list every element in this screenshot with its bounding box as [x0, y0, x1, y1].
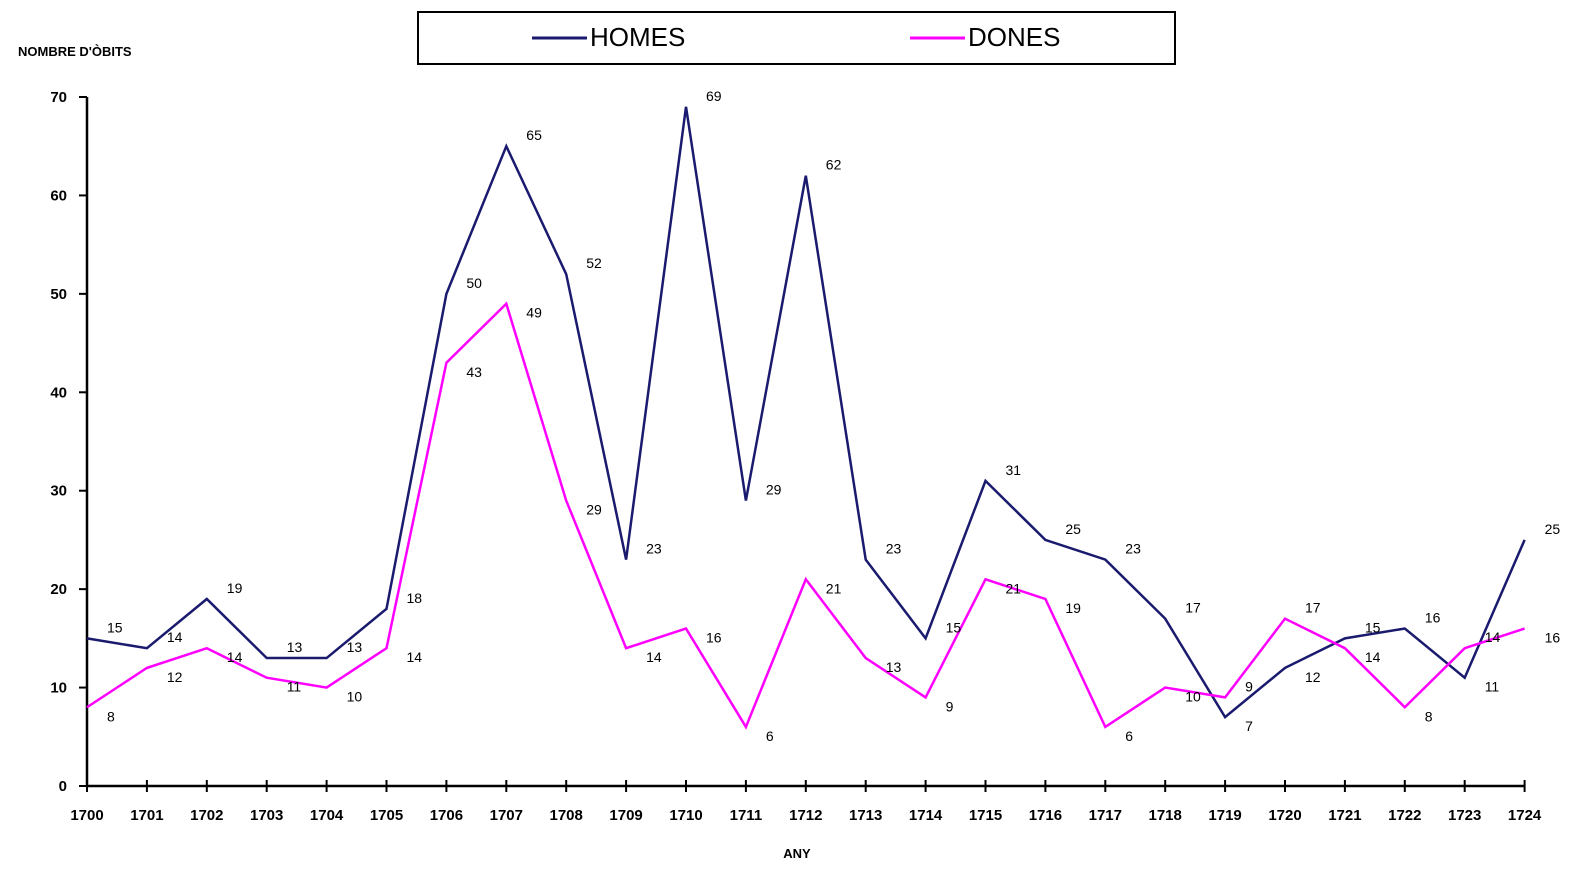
data-label-homes: 25	[1065, 521, 1081, 537]
data-label-dones: 17	[1305, 600, 1321, 616]
x-tick-label: 1716	[1029, 807, 1062, 824]
data-label-homes: 50	[466, 275, 482, 291]
x-tick-label: 1719	[1208, 807, 1241, 824]
x-tick-label: 1724	[1508, 807, 1542, 824]
data-label-dones: 9	[946, 698, 954, 714]
data-label-dones: 21	[826, 580, 842, 596]
legend-label-homes: HOMES	[590, 22, 685, 52]
data-label-dones: 16	[706, 630, 722, 646]
data-label-homes: 23	[1125, 541, 1141, 557]
data-label-dones: 16	[1545, 630, 1561, 646]
x-tick-label: 1702	[190, 807, 223, 824]
x-tick-label: 1705	[370, 807, 403, 824]
data-label-homes: 13	[287, 639, 303, 655]
data-label-homes: 29	[766, 482, 782, 498]
data-label-homes: 69	[706, 88, 722, 104]
y-tick-label: 70	[50, 89, 67, 106]
data-label-homes: 11	[1485, 679, 1500, 695]
data-label-homes: 52	[586, 255, 602, 271]
data-label-dones: 29	[586, 502, 602, 518]
data-label-dones: 6	[1125, 728, 1133, 744]
data-label-dones: 10	[1185, 689, 1201, 705]
data-label-homes: 25	[1545, 521, 1561, 537]
data-label-homes: 15	[1365, 619, 1381, 635]
x-tick-label: 1704	[310, 807, 344, 824]
data-label-homes: 23	[646, 541, 662, 557]
x-tick-label: 1710	[669, 807, 702, 824]
x-tick-label: 1709	[609, 807, 642, 824]
x-axis-title: ANY	[783, 846, 811, 861]
data-label-homes: 19	[227, 580, 243, 596]
data-label-homes: 17	[1185, 600, 1201, 616]
x-tick-label: 1722	[1388, 807, 1421, 824]
data-label-homes: 23	[886, 541, 902, 557]
y-tick-label: 0	[59, 778, 67, 795]
data-label-dones: 19	[1065, 600, 1081, 616]
series-line-dones	[86, 301, 1525, 730]
data-label-dones: 8	[1425, 708, 1433, 724]
x-tick-label: 1715	[969, 807, 1002, 824]
x-tick-label: 1703	[250, 807, 283, 824]
data-label-dones: 11	[287, 679, 302, 695]
data-label-dones: 49	[526, 305, 542, 321]
data-label-dones: 8	[107, 708, 115, 724]
data-label-homes: 31	[1006, 462, 1022, 478]
data-label-dones: 9	[1245, 678, 1253, 694]
x-tick-label: 1713	[849, 807, 882, 824]
x-tick-label: 1723	[1448, 807, 1481, 824]
data-label-homes: 13	[347, 639, 363, 655]
data-label-dones: 13	[886, 659, 902, 675]
data-label-homes: 15	[107, 619, 123, 635]
y-tick-label: 50	[50, 286, 67, 303]
data-label-homes: 12	[1305, 669, 1321, 685]
x-tick-label: 1718	[1149, 807, 1182, 824]
series-lines	[86, 106, 1526, 730]
x-tick-label: 1711	[730, 807, 763, 824]
x-tick-label: 1717	[1089, 807, 1122, 824]
data-label-dones: 14	[407, 649, 423, 665]
data-label-homes: 16	[1425, 610, 1441, 626]
x-tick-label: 1708	[550, 807, 583, 824]
data-label-homes: 14	[167, 629, 183, 645]
legend: HOMES DONES	[417, 11, 1176, 65]
x-tick-label: 1701	[130, 807, 163, 824]
x-axis-ticks: 1700 1701 1702 1703 1704 1705 1706 1707 1708 1709…	[70, 780, 1542, 824]
legend-label-dones: DONES	[968, 22, 1060, 52]
x-tick-label: 1700	[70, 807, 103, 824]
data-label-homes: 18	[407, 590, 423, 606]
y-tick-label: 60	[50, 187, 67, 204]
x-tick-label: 1714	[909, 807, 943, 824]
data-label-homes: 62	[826, 157, 842, 173]
data-label-dones: 10	[347, 689, 363, 705]
y-axis-title: NOMBRE D'ÒBITS	[18, 44, 132, 59]
data-label-dones: 14	[646, 649, 662, 665]
data-label-dones: 6	[766, 728, 774, 744]
data-label-dones: 14	[227, 649, 243, 665]
y-tick-label: 10	[50, 680, 67, 697]
legend-box	[417, 11, 1176, 65]
data-label-dones: 12	[167, 669, 183, 685]
data-label-dones: 21	[1006, 580, 1022, 596]
x-tick-label: 1707	[490, 807, 523, 824]
data-label-dones: 14	[1365, 649, 1381, 665]
y-tick-label: 40	[50, 384, 67, 401]
data-label-homes: 7	[1245, 718, 1253, 734]
x-tick-label: 1712	[789, 807, 822, 824]
data-label-dones: 43	[466, 364, 482, 380]
data-label-dones: 14	[1485, 629, 1501, 645]
y-tick-label: 20	[50, 581, 67, 598]
y-axis-ticks: 0 10 20 30 40 50 60 70	[50, 89, 87, 795]
x-tick-label: 1720	[1268, 807, 1301, 824]
x-tick-label: 1706	[430, 807, 463, 824]
data-label-homes: 15	[946, 619, 962, 635]
data-label-homes: 65	[526, 127, 542, 143]
x-tick-label: 1721	[1328, 807, 1361, 824]
y-tick-label: 30	[50, 483, 67, 500]
series-line-homes	[86, 106, 1526, 719]
